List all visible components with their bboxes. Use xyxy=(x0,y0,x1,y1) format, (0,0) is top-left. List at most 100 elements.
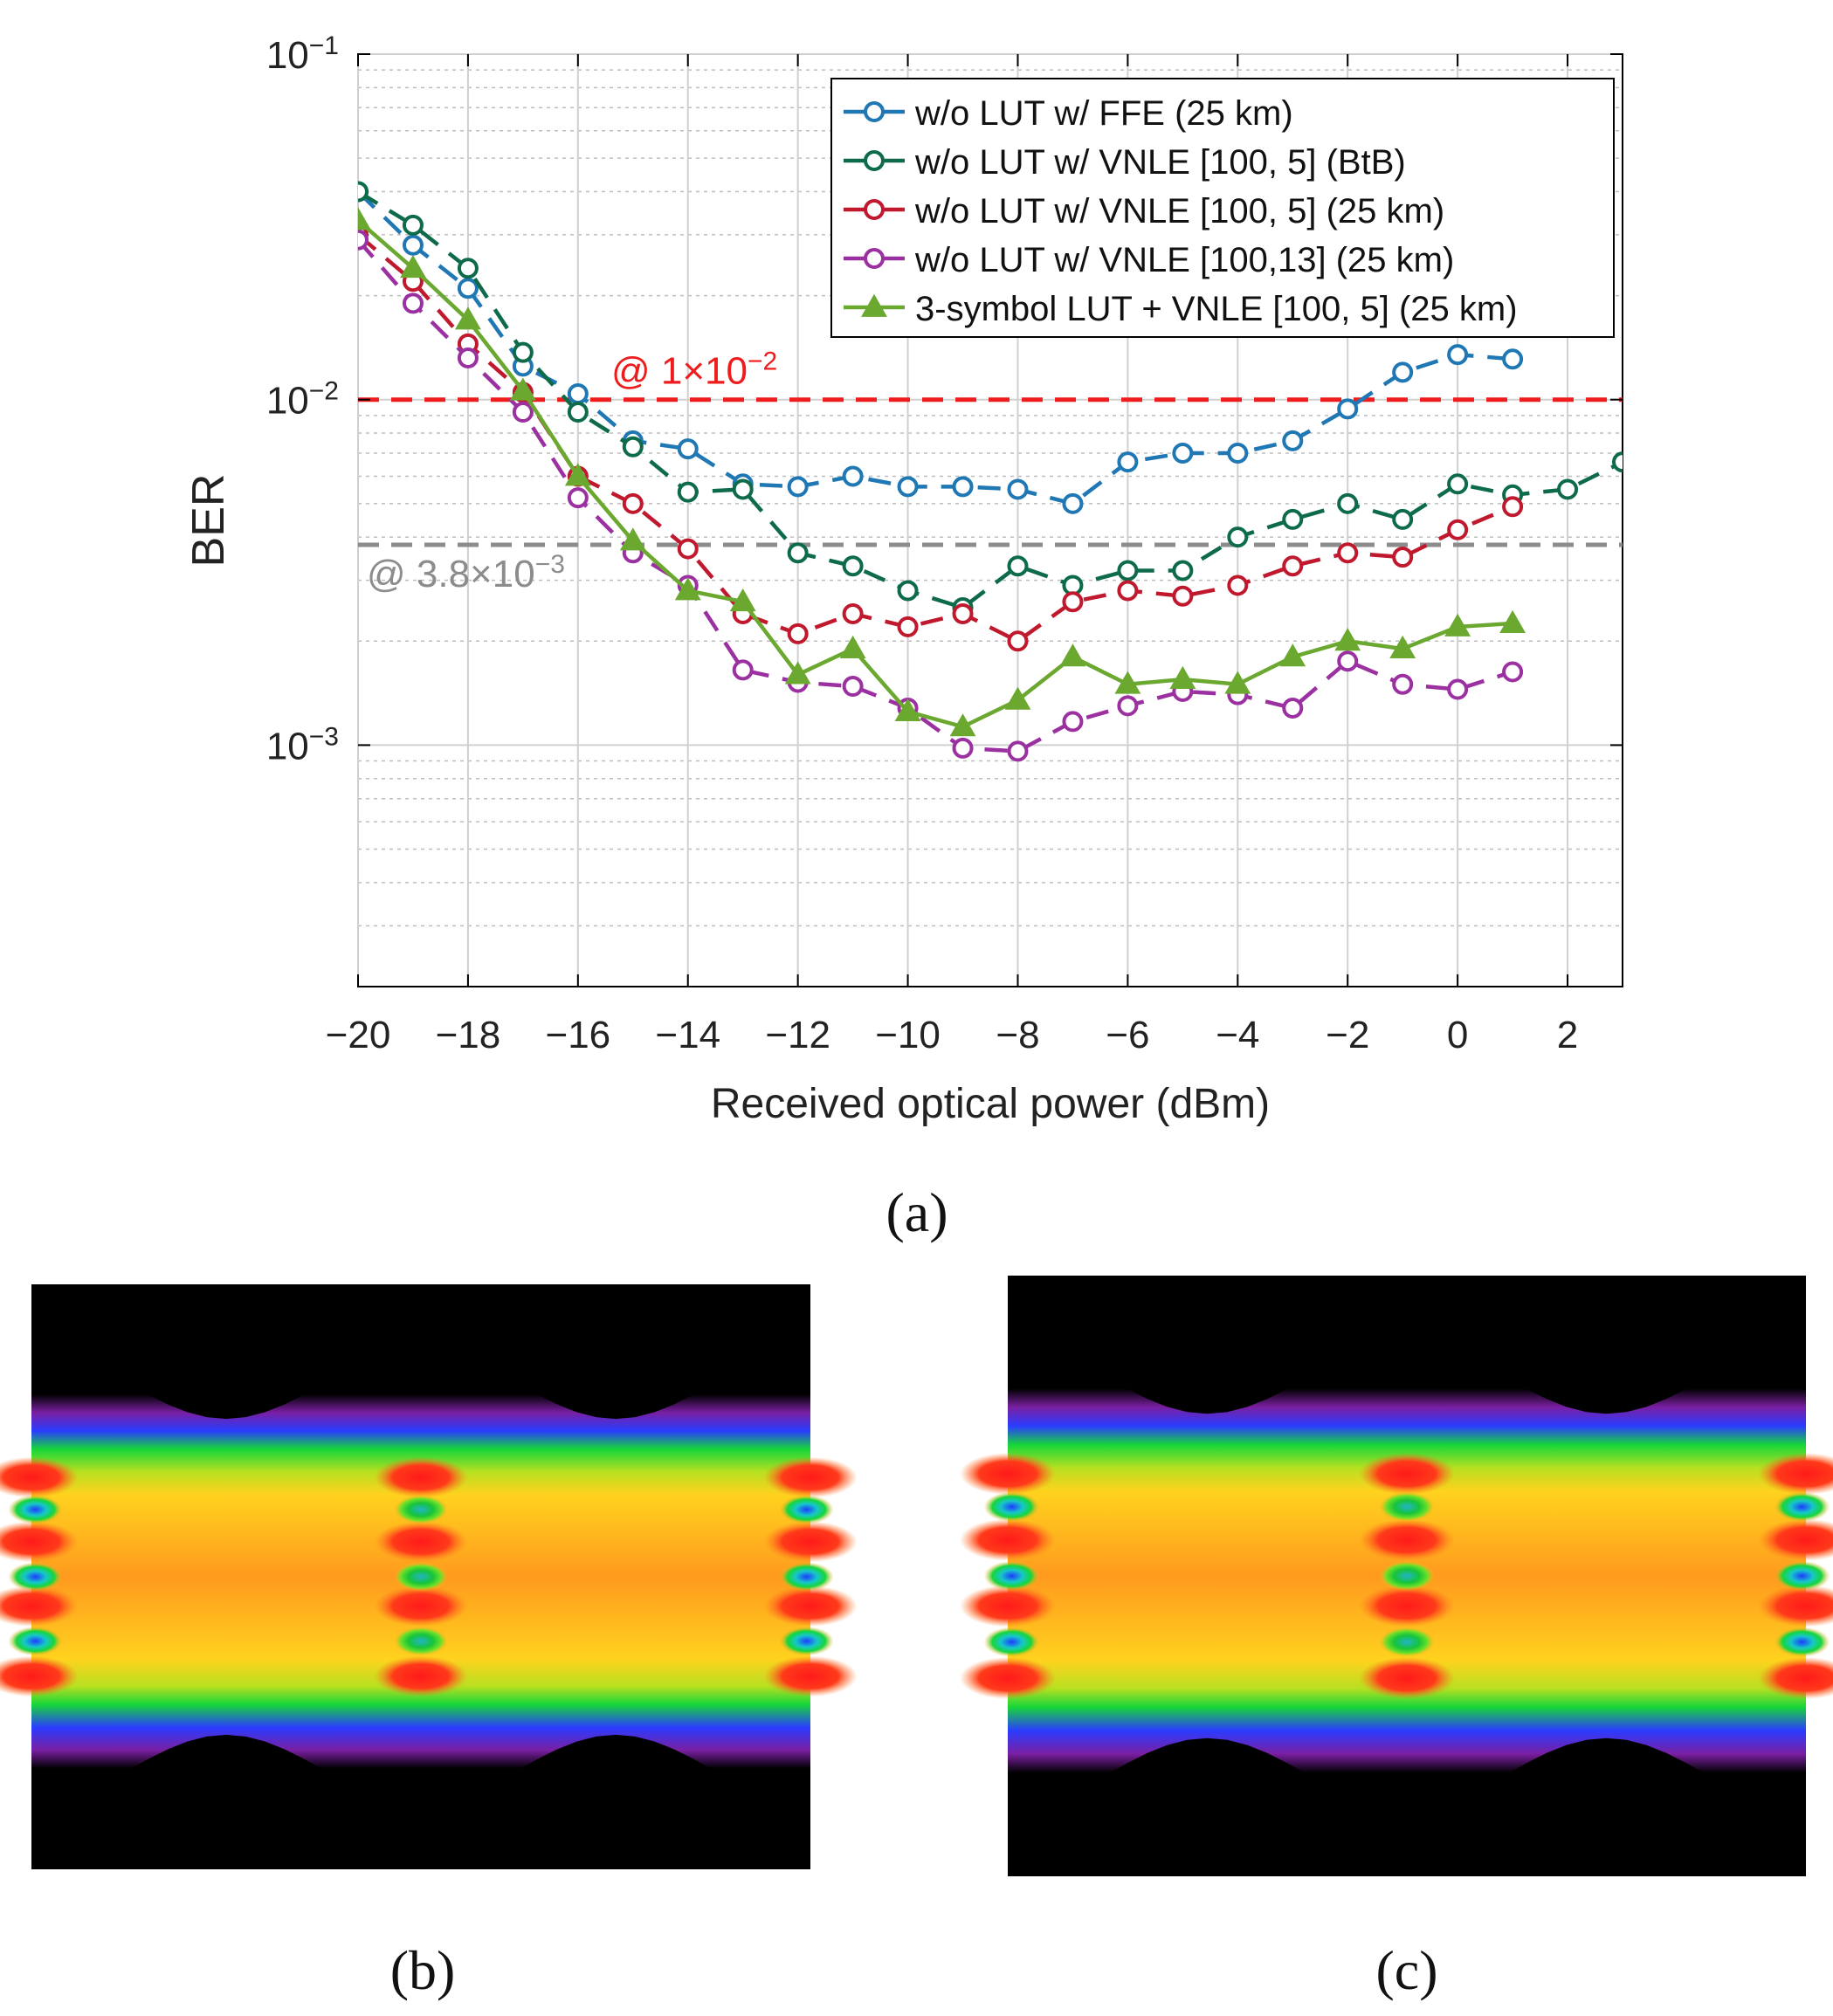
data-point xyxy=(1062,591,1084,613)
data-point xyxy=(457,258,479,279)
y-tick-label: 10−1 xyxy=(266,31,339,78)
eye-crossing xyxy=(1359,1585,1455,1627)
data-point xyxy=(1172,443,1194,464)
data-point xyxy=(864,199,885,220)
data-point xyxy=(1337,492,1359,514)
data-point xyxy=(864,150,885,171)
data-point xyxy=(949,713,976,737)
eye-crossing xyxy=(1359,1656,1455,1700)
data-point xyxy=(864,101,885,122)
data-point xyxy=(1447,473,1469,495)
x-tick-label: −20 xyxy=(326,1014,391,1056)
x-tick-label: −8 xyxy=(996,1014,1039,1056)
eye-crossing xyxy=(763,1655,858,1697)
eye-diagram-c xyxy=(960,1276,1833,1876)
eye-crossing xyxy=(374,1521,468,1563)
legend-entry-label: w/o LUT w/ VNLE [100, 5] (BtB) xyxy=(914,143,1406,182)
data-point xyxy=(1392,673,1414,695)
data-point xyxy=(861,293,887,317)
x-axis-ticks: −20 −18 −16 −14 −12 −10 −8 −6 −4 −2 0 2 xyxy=(326,54,1578,1056)
data-point xyxy=(1282,697,1304,719)
x-tick-label: −16 xyxy=(546,1014,611,1056)
data-point xyxy=(1172,585,1194,607)
legend-box xyxy=(830,78,1615,338)
data-point xyxy=(1004,686,1031,710)
eye-crossing xyxy=(0,1456,79,1498)
data-point xyxy=(1502,496,1524,518)
data-point xyxy=(897,580,919,602)
data-point xyxy=(842,555,864,577)
data-point xyxy=(787,623,809,644)
data-point xyxy=(897,476,919,498)
eye-opening xyxy=(1774,1627,1830,1657)
data-point xyxy=(1224,671,1251,694)
data-point xyxy=(839,635,866,659)
eye-crossing xyxy=(0,1586,79,1627)
eye-opening xyxy=(1774,1491,1830,1523)
panel-label-b: (b) xyxy=(390,1939,456,2001)
data-point xyxy=(622,436,644,458)
x-tick-label: −6 xyxy=(1106,1014,1149,1056)
data-point xyxy=(864,248,885,269)
eye-crossing xyxy=(960,1585,1056,1627)
eye-crossing xyxy=(1359,1518,1455,1561)
series-5 xyxy=(358,207,1526,737)
data-point xyxy=(1334,628,1361,651)
data-point xyxy=(402,214,424,236)
x-tick-label: 2 xyxy=(1557,1014,1578,1056)
data-point xyxy=(1169,665,1196,689)
eye-opening xyxy=(8,1495,63,1524)
data-point xyxy=(358,207,371,230)
eye-diagram-c-heatmap xyxy=(960,1341,1833,1811)
eye-crossing xyxy=(374,1456,468,1498)
eye-crossing xyxy=(763,1521,858,1563)
data-point xyxy=(1062,711,1084,733)
series-line xyxy=(358,238,1513,753)
data-point xyxy=(842,602,864,624)
eye-crossing xyxy=(1359,1452,1455,1496)
data-point xyxy=(1059,643,1086,667)
data-point xyxy=(1282,508,1304,530)
data-point xyxy=(512,402,534,423)
data-point xyxy=(619,527,646,551)
data-point xyxy=(512,341,534,363)
data-point xyxy=(1282,555,1304,577)
data-point xyxy=(674,577,701,601)
eye-opening xyxy=(779,1495,834,1524)
panel-label-a: (a) xyxy=(885,1181,948,1243)
data-point xyxy=(358,229,369,251)
data-point xyxy=(1392,547,1414,568)
eye-diagram-b xyxy=(0,1284,858,1869)
data-point xyxy=(1117,695,1139,717)
data-point xyxy=(1114,671,1141,694)
eye-crossing xyxy=(960,1518,1056,1561)
data-point xyxy=(1502,348,1524,370)
data-point xyxy=(1282,430,1304,451)
eye-crossing xyxy=(0,1655,79,1697)
eye-crossing xyxy=(763,1586,858,1627)
data-point xyxy=(952,737,974,759)
data-point xyxy=(1447,344,1469,366)
x-tick-label: −18 xyxy=(436,1014,501,1056)
eye-opening xyxy=(393,1495,449,1524)
data-point xyxy=(842,465,864,487)
data-point xyxy=(1444,613,1471,636)
eye-opening xyxy=(1379,1491,1435,1523)
eye-crossing xyxy=(374,1586,468,1627)
data-point xyxy=(1117,560,1139,581)
panel-label-c: (c) xyxy=(1375,1939,1437,2001)
eye-opening xyxy=(983,1627,1040,1657)
reference-line-label: @ 3.8×10−3 xyxy=(367,549,565,595)
data-point xyxy=(1227,443,1249,464)
data-point xyxy=(402,234,424,256)
eye-crossing xyxy=(763,1456,858,1498)
data-point xyxy=(567,382,589,404)
data-point xyxy=(1337,542,1359,564)
data-point xyxy=(1279,643,1306,667)
eye-opening xyxy=(1379,1627,1435,1657)
x-tick-label: 0 xyxy=(1447,1014,1468,1056)
ber-chart: @ 1×10−2@ 3.8×10−3 −20 −18 −16 −14 −12 −10 −8−… xyxy=(183,31,1623,1243)
data-point xyxy=(509,377,536,401)
data-point xyxy=(1117,580,1139,602)
